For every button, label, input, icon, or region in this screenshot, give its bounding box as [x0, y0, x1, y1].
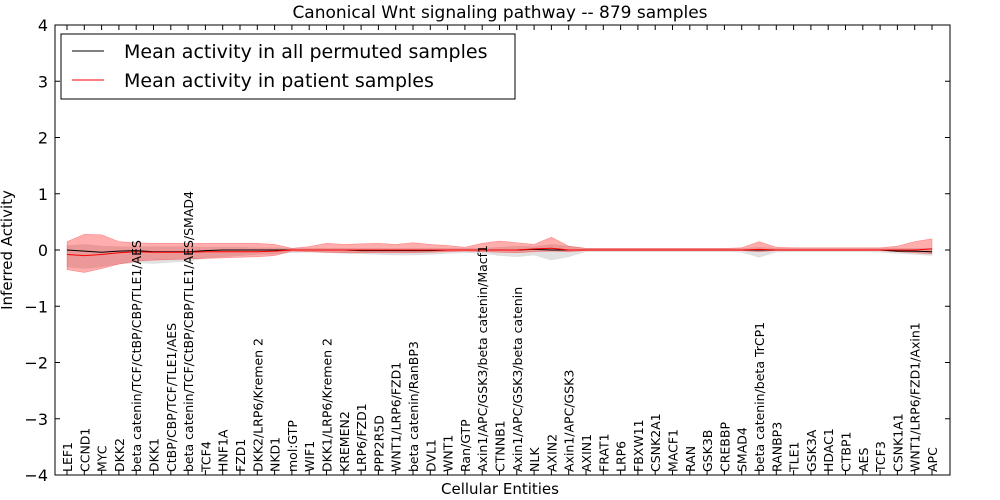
x-tick-label: RAN — [683, 446, 698, 472]
x-tick-label: CTBP1 — [839, 432, 854, 472]
x-tick-label: Axin1/APC/GSK3/beta catenin/Macf1 — [475, 245, 490, 472]
y-tick-label: 2 — [38, 129, 48, 148]
x-tick-label: NLK — [527, 447, 542, 472]
x-tick-label: beta catenin/beta TrCP1 — [752, 322, 767, 472]
x-tick-label: TLE1 — [787, 442, 802, 473]
x-axis-label: Cellular Entities — [441, 480, 559, 498]
x-tick-label: Axin1/APC/GSK3/beta catenin — [510, 287, 525, 472]
y-tick-label: 0 — [38, 241, 48, 260]
activity-bands — [66, 234, 933, 273]
x-tick-label: AXIN2 — [544, 434, 559, 472]
x-tick-label: GSK3B — [700, 430, 715, 472]
x-tick-label: CSNK2A1 — [648, 413, 663, 472]
x-tick-label: MYC — [95, 445, 110, 472]
x-tick-label: FZD1 — [233, 439, 248, 472]
line-patient — [66, 247, 933, 257]
x-tick-label: FRAT1 — [596, 433, 611, 472]
x-tick-label: beta catenin/TCF/CtBP/CBP/TLE1/AES — [129, 240, 144, 472]
x-tick-label: DKK1 — [147, 438, 162, 472]
x-tick-label: DKK2/LRP6/Kremen 2 — [250, 338, 265, 472]
x-tick-label: LEF1 — [60, 442, 75, 472]
x-tick-label: HNF1A — [216, 429, 231, 472]
x-tick-label: CtBP/CBP/TCF/TLE1/AES — [164, 323, 179, 472]
x-tick-label: CREBBP — [717, 422, 732, 472]
x-tick-label: LRP6/FZD1 — [354, 403, 369, 472]
x-tick-label: GSK3A — [804, 429, 819, 472]
x-tick-label: CTNNB1 — [493, 420, 508, 472]
x-tick-label: Axin1/APC/GSK3 — [562, 370, 577, 472]
x-tick-label: LRP6 — [614, 441, 629, 472]
y-tick-label: 3 — [38, 72, 48, 91]
x-tick-label: mol:GTP — [285, 420, 300, 472]
x-tick-label: SMAD4 — [735, 427, 750, 472]
x-tick-label: TCF4 — [198, 441, 213, 473]
x-tick-label: KREMEN2 — [337, 411, 352, 472]
x-tick-label: WIF1 — [302, 441, 317, 472]
x-tick-label: WNT1 — [441, 435, 456, 472]
y-tick-label: −1 — [24, 297, 48, 316]
x-tick-label: CCND1 — [77, 428, 92, 472]
x-tick-label: FBXW11 — [631, 419, 646, 472]
legend-label-permuted: Mean activity in all permuted samples — [124, 41, 487, 63]
x-tick-label: AXIN1 — [579, 434, 594, 472]
y-axis: −4 −3 −2 −1 0 1 2 3 4 — [24, 16, 950, 485]
x-tick-label: PPP2R5D — [371, 415, 386, 472]
legend-frame — [60, 33, 516, 100]
band-patient — [66, 234, 933, 273]
x-tick-label: MACF1 — [666, 429, 681, 472]
legend-label-patient: Mean activity in patient samples — [124, 70, 434, 92]
x-tick-label: APC — [925, 447, 940, 472]
chart-title: Canonical Wnt signaling pathway -- 879 s… — [292, 3, 707, 23]
x-tick-label: RANBP3 — [769, 422, 784, 472]
y-tick-label: 4 — [38, 16, 48, 35]
x-tick-label: HDAC1 — [821, 428, 836, 472]
y-tick-label: −2 — [24, 354, 48, 373]
x-tick-label: DKK1/LRP6/Kremen 2 — [320, 338, 335, 472]
x-tick-label: Ran/GTP — [458, 419, 473, 472]
x-tick-label: WNT1/LRP6/FZD1 — [389, 362, 404, 472]
y-tick-label: −4 — [24, 466, 48, 485]
x-tick-label: WNT1/LRP6/FZD1/Axin1 — [908, 322, 923, 472]
y-tick-label: −3 — [24, 410, 48, 429]
x-tick-label: beta catenin/RanBP3 — [406, 341, 421, 472]
legend: Mean activity in all permuted samples Me… — [60, 33, 516, 100]
x-tick-label: TCF3 — [873, 441, 888, 473]
y-axis-label: Inferred Activity — [0, 190, 16, 310]
x-axis: LEF1 CCND1 MYC DKK2 beta catenin/TCF/CtBP/CB… — [60, 25, 940, 475]
x-tick-label: DVL1 — [423, 439, 438, 472]
x-tick-label: DKK2 — [112, 438, 127, 472]
x-tick-label: AES — [856, 448, 871, 472]
activity-lines — [66, 247, 933, 257]
x-tick-label: beta catenin/TCF/CtBP/CBP/TLE1/AES/SMAD4 — [181, 191, 196, 472]
x-tick-label: CSNK1A1 — [890, 413, 905, 472]
y-tick-label: 1 — [38, 185, 48, 204]
x-tick-label: NKD1 — [268, 437, 283, 472]
